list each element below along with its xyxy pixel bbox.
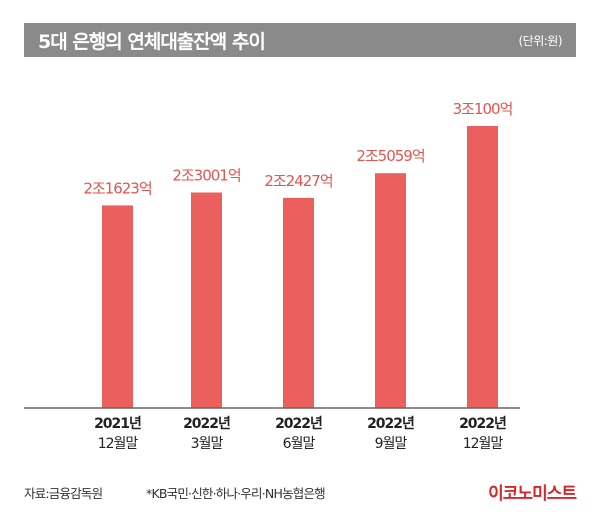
data-label-4: 3조100억 [453,100,513,118]
data-label-0: 2조1623억 [83,179,151,197]
source-text: 자료:금융감독원 [24,486,103,501]
bar-4 [467,126,498,408]
chart-title: 5대 은행의 연체대출잔액 추이 [38,31,266,53]
title-bar: 5대 은행의 연체대출잔액 추이 (단위:원) [24,23,576,57]
x-tick-year-0: 2021년 [94,416,141,432]
x-tick-month-0: 12월말 [98,436,139,452]
data-label-2: 2조2427억 [264,172,332,190]
x-tick-month-3: 9월말 [375,436,408,452]
bar-3 [375,173,406,408]
x-tick-month-4: 12월말 [463,436,504,452]
data-label-3: 2조5059억 [356,147,424,165]
bar-1 [191,192,222,408]
x-tick-month-2: 6월말 [283,436,316,452]
x-tick-year-3: 2022년 [367,416,414,432]
bar-0 [102,205,133,408]
x-tick-year-1: 2022년 [183,416,230,432]
data-label-1: 2조3001억 [172,167,240,185]
x-tick-year-2: 2022년 [275,416,322,432]
x-tick-year-4: 2022년 [459,416,506,432]
unit-label: (단위:원) [518,34,562,48]
publisher-logo: 이코노미스트 [488,484,577,504]
bar-2 [283,197,314,408]
footnote-text: *KB국민·신한·하나·우리·NH농협은행 [146,486,326,501]
x-tick-month-1: 3월말 [191,436,224,452]
